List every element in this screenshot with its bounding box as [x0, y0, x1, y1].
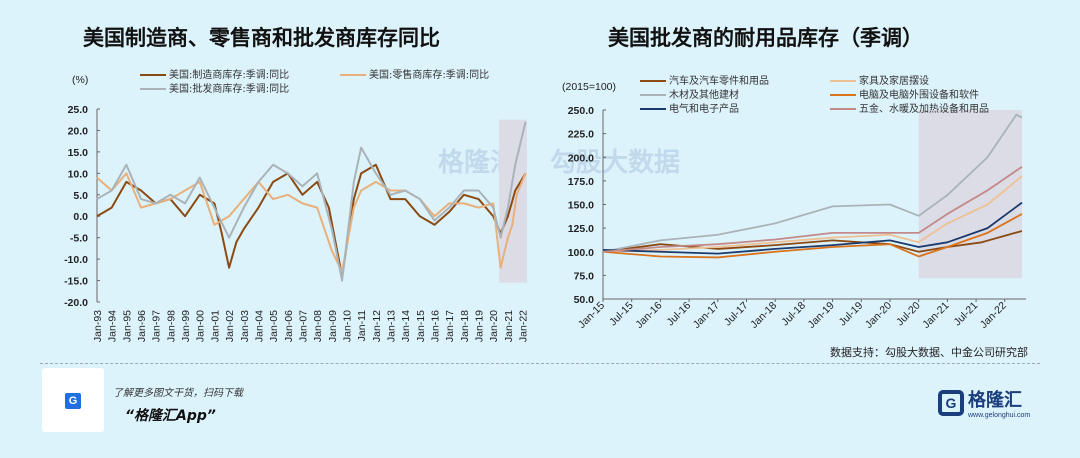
series-line-2: [96, 121, 527, 282]
x-tick-label: Jan-99: [180, 310, 192, 342]
legend-label: 美国:制造商库存:季调:同比: [169, 68, 289, 81]
x-tick-label: Jan-22: [978, 300, 1009, 331]
x-tick-label: Jan-12: [371, 310, 383, 342]
y-tick-label: 200.0: [568, 152, 594, 164]
x-tick-label: Jan-20: [863, 300, 894, 331]
legend-label: 家具及家居摆设: [859, 74, 929, 87]
x-tick-label: Jan-21: [920, 300, 951, 331]
right-chart-title: 美国批发商的耐用品库存（季调）: [608, 26, 923, 50]
x-tick-label: Jan-09: [327, 310, 339, 342]
x-tick-label: Jan-02: [224, 310, 236, 342]
y-tick-label: -20.0: [64, 297, 88, 309]
brand-url: www.gelonghui.com: [968, 412, 1031, 419]
x-tick-label: Jan-08: [312, 310, 324, 342]
series-line-0: [96, 163, 527, 278]
brand-g-icon: G: [938, 389, 964, 416]
x-tick-label: Jan-21: [503, 310, 515, 342]
x-tick-label: Jul-21: [951, 300, 980, 329]
x-tick-label: Jul-15: [607, 300, 636, 329]
y-tick-label: 175.0: [568, 176, 594, 188]
x-tick-label: Jul-20: [894, 300, 923, 329]
x-tick-label: Jan-95: [121, 310, 133, 342]
legend-label: 木材及其他建材: [669, 88, 739, 101]
y-tick-label: 15.0: [68, 147, 89, 159]
x-tick-label: Jan-18: [748, 300, 779, 331]
y-tick-label: -10.0: [64, 254, 88, 266]
y-tick-label: 50.0: [574, 294, 595, 306]
brand-name: 格隆汇: [968, 390, 1022, 411]
legend-label: 美国:零售商库存:季调:同比: [369, 68, 489, 81]
y-tick-label: 0.0: [73, 211, 88, 223]
x-tick-label: Jan-00: [195, 310, 207, 342]
x-tick-label: Jan-94: [107, 310, 119, 342]
x-tick-label: Jan-98: [165, 310, 177, 342]
y-tick-label: 20.0: [68, 125, 89, 137]
x-tick-label: Jan-22: [518, 310, 530, 342]
y-tick-label: 5.0: [73, 190, 88, 202]
source-note: 数据支持：勾股大数据、中金公司研究部: [830, 346, 1028, 359]
x-tick-label: Jan-19: [806, 300, 837, 331]
series-line-1: [602, 175, 1023, 253]
series-line-1: [96, 172, 527, 273]
y-tick-label: 10.0: [68, 168, 89, 180]
series-line-2: [602, 113, 1023, 253]
x-tick-label: Jul-16: [665, 300, 694, 329]
y-tick-label: -5.0: [70, 233, 88, 245]
x-tick-label: Jan-03: [239, 310, 251, 342]
x-tick-label: Jan-18: [459, 310, 471, 342]
x-tick-label: Jan-10: [341, 310, 353, 342]
x-tick-label: Jan-17: [691, 300, 722, 331]
x-tick-label: Jan-17: [444, 310, 456, 342]
app-name: “格隆汇App”: [125, 408, 216, 424]
x-tick-label: Jan-15: [415, 310, 427, 342]
x-tick-label: Jan-04: [253, 310, 265, 342]
x-tick-label: Jan-93: [92, 310, 104, 342]
highlight-region: [918, 110, 1022, 279]
x-tick-label: Jan-97: [151, 310, 163, 342]
x-tick-label: Jan-16: [430, 310, 442, 342]
y-axis-unit: (%): [72, 74, 88, 86]
x-tick-label: Jan-16: [633, 300, 664, 331]
series-line-4: [602, 201, 1023, 255]
x-tick-label: Jan-19: [474, 310, 486, 342]
divider: [40, 363, 1040, 364]
left-chart-title: 美国制造商、零售商和批发商库存同比: [83, 26, 440, 50]
brand-logo: G 格隆汇 www.gelonghui.com: [938, 386, 1030, 419]
x-tick-label: Jan-11: [356, 310, 368, 341]
y-tick-label: 125.0: [568, 223, 594, 235]
promo-text: 了解更多图文干货，扫码下载: [113, 388, 243, 399]
x-tick-label: Jan-06: [283, 310, 295, 342]
y-tick-label: 100.0: [568, 247, 594, 259]
legend-label: 汽车及汽车零件和用品: [669, 74, 769, 87]
x-tick-label: Jan-01: [209, 310, 221, 342]
x-tick-label: Jan-05: [268, 310, 280, 342]
y-tick-label: 150.0: [568, 200, 594, 212]
x-tick-label: Jan-13: [386, 310, 398, 342]
legend-label: 美国:批发商库存:季调:同比: [169, 82, 289, 95]
x-tick-label: Jan-07: [297, 310, 309, 342]
x-tick-label: Jan-20: [488, 310, 500, 342]
qr-logo-icon: G: [65, 393, 81, 409]
x-tick-label: Jul-18: [779, 300, 808, 329]
y-tick-label: 75.0: [574, 270, 595, 282]
x-tick-label: Jan-14: [400, 310, 412, 342]
x-tick-label: Jan-96: [136, 310, 148, 342]
legend-label: 电脑及电脑外围设备和软件: [859, 88, 979, 101]
series-line-5: [602, 165, 1023, 253]
x-tick-label: Jul-19: [837, 300, 866, 329]
qr-code[interactable]: [42, 368, 104, 432]
y-tick-label: -15.0: [64, 276, 88, 288]
y-tick-label: 250.0: [568, 105, 594, 117]
legend-label: 五金、水暖及加热设备和用品: [859, 102, 989, 115]
y-tick-label: 25.0: [68, 104, 89, 116]
x-tick-label: Jul-17: [722, 300, 751, 329]
y-axis-unit: (2015=100): [562, 81, 616, 93]
legend-label: 电气和电子产品: [669, 102, 739, 115]
series-line-3: [602, 213, 1023, 259]
watermark-gogudata: 勾股大数据: [550, 148, 681, 178]
y-tick-label: 225.0: [568, 129, 594, 141]
